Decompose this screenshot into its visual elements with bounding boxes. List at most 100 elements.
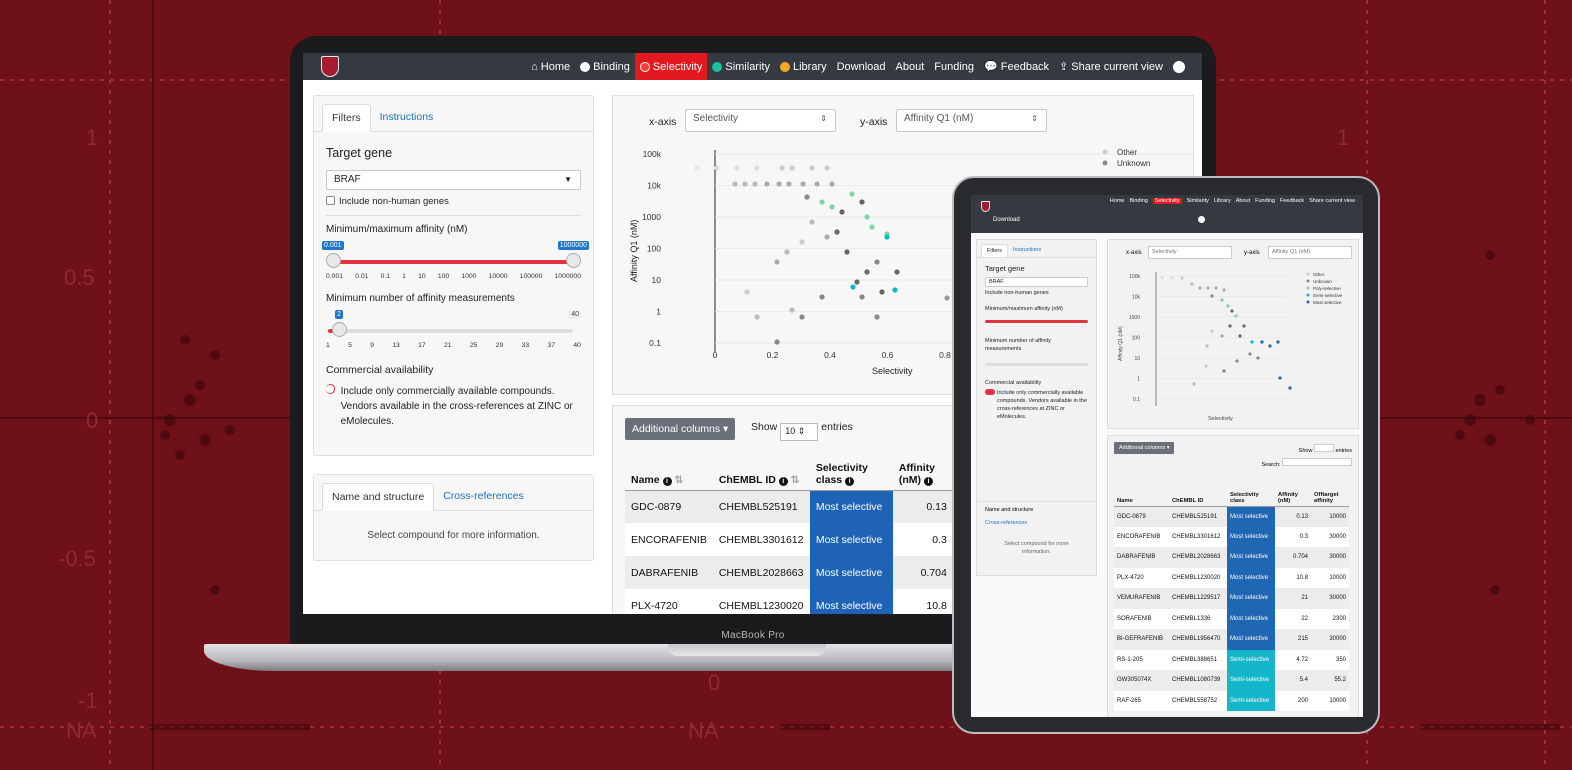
tablet-tab-filters[interactable]: Filters <box>981 244 1008 257</box>
macbook-label: MacBook Pro <box>721 630 785 641</box>
tablet-x-axis-label: x-axis <box>1126 250 1142 256</box>
nav-download[interactable]: Download <box>836 60 886 73</box>
tablet-table-row[interactable]: BI-GEFRAFENIB CHEMBL1956470 Most selective… <box>1114 629 1349 650</box>
entries-select[interactable]: 10 ⇕ <box>780 423 819 441</box>
tablet-commercial-toggle[interactable] <box>985 389 995 395</box>
tablet-table-row[interactable]: PLX-4720 CHEMBL1230020 Most selective 10.8 1… <box>1114 567 1349 588</box>
tablet-table-row[interactable]: VEMURAFENIB CHEMBL1229517 Most selective 21… <box>1114 588 1349 609</box>
data-point <box>819 294 825 300</box>
non-human-checkbox[interactable] <box>326 196 335 205</box>
data-point <box>1235 359 1239 363</box>
table-row[interactable]: ENCORAFENIB CHEMBL3301612 Most selective 0.… <box>625 523 953 556</box>
tablet-table-row[interactable]: SORAFENIB CHEMBL1336 Most selective 22 2300 <box>1114 608 1349 629</box>
x-axis-select[interactable]: Selectivity ⇕ <box>685 109 836 132</box>
tablet-affinity-slider[interactable] <box>985 320 1088 323</box>
info-icon[interactable]: i <box>662 476 672 486</box>
sort-icon[interactable]: ⇅ <box>674 473 684 486</box>
tablet-header-affinity[interactable]: Affinity (nM) <box>1275 480 1311 507</box>
tablet-tab-instructions[interactable]: Instructions <box>1012 247 1042 253</box>
tablet-table-row[interactable]: RAF-265 CHEMBL558752 Semi-selective 200 1000… <box>1114 690 1349 711</box>
info-icon[interactable]: i <box>845 476 855 486</box>
tablet-tab-cross-references[interactable]: Cross-references <box>985 520 1028 526</box>
tab-filters[interactable]: Filters <box>322 104 371 132</box>
legend-marker <box>1102 149 1108 155</box>
affinity-slider[interactable]: 0.001 1000000 0.001 0.01 0.1 1 10 100 1000 1000… <box>322 241 589 287</box>
tablet-nav-item[interactable]: Home <box>1109 198 1125 204</box>
tablet-table-row[interactable]: ENCORAFENIB CHEMBL3301612 Most selective 0.… <box>1114 526 1349 547</box>
tablet-nav-item[interactable]: Selectivity <box>1152 198 1182 204</box>
nav-home[interactable]: ⌂ Home <box>531 60 571 73</box>
tablet-nav-item[interactable]: Feedback <box>1279 198 1305 204</box>
data-point <box>1220 334 1224 338</box>
nav-selectivity[interactable]: Selectivity <box>634 53 708 80</box>
github-icon[interactable] <box>1198 216 1205 223</box>
non-human-checkbox-row[interactable]: Include non-human genes <box>326 196 581 207</box>
nav-share[interactable]: ⇪ Share current view <box>1059 60 1163 74</box>
data-point <box>1250 340 1254 344</box>
additional-columns-button[interactable]: Additional columns ▾ <box>625 418 736 440</box>
tablet-header-name[interactable]: Name <box>1114 480 1169 507</box>
tablet-nav-item[interactable]: Library <box>1213 198 1231 204</box>
measurements-max-badge: 40 <box>569 310 581 319</box>
info-icon[interactable]: i <box>923 476 933 486</box>
tablet-show-entries: Show entries <box>1299 444 1352 454</box>
tablet-search-input[interactable] <box>1282 458 1352 466</box>
tablet-scatter-plot[interactable]: 100k 10k 1000 100 10 1 0.1 Affinity Q1 (nM) Sele… <box>1112 266 1356 426</box>
tablet-header-offtarget[interactable]: Offtarget affinity <box>1311 480 1349 507</box>
tab-instructions[interactable]: Instructions <box>379 111 434 123</box>
table-row[interactable]: PLX-4720 CHEMBL1230020 Most selective 10.8 <box>625 589 953 614</box>
tab-cross-references[interactable]: Cross-references <box>443 490 524 502</box>
target-gene-select[interactable]: BRAF ▼ <box>326 170 581 190</box>
tablet-gene-select[interactable]: BRAF <box>985 277 1088 287</box>
commercial-toggle[interactable] <box>325 384 335 394</box>
nav-feedback[interactable]: 💬 Feedback <box>984 60 1050 74</box>
results-table: Name i ⇅ ChEMBL ID i ⇅ Selectivity class… <box>625 450 953 614</box>
nav-funding[interactable]: Funding <box>934 60 975 73</box>
tablet-table-row[interactable]: GW305074X CHEMBL1080739 Semi-selective 5.4 5… <box>1114 670 1349 691</box>
header-name[interactable]: Name i ⇅ <box>625 450 713 491</box>
harvard-logo[interactable] <box>321 56 339 77</box>
data-point <box>1222 288 1226 292</box>
tablet-nav-item[interactable]: Similarity <box>1186 198 1209 204</box>
header-class[interactable]: Selectivity class i <box>809 450 893 491</box>
tablet-table-row[interactable]: GDC-0879 CHEMBL525191 Most selective 0.13 10… <box>1114 506 1349 527</box>
tablet-additional-columns-button[interactable]: Additional columns ▾ <box>1114 442 1175 454</box>
nav-similarity[interactable]: Similarity <box>707 53 775 80</box>
tablet-header-chembl[interactable]: ChEMBL ID <box>1169 480 1227 507</box>
tablet-table-row[interactable]: DABRAFENIB CHEMBL2028663 Most selective 0.7… <box>1114 547 1349 568</box>
nav-library[interactable]: Library <box>775 53 832 80</box>
nav-github[interactable] <box>1168 53 1190 80</box>
affinity-min-handle[interactable] <box>326 253 341 268</box>
table-row[interactable]: GDC-0879 CHEMBL525191 Most selective 0.13 <box>625 490 953 523</box>
affinity-max-handle[interactable] <box>566 253 581 268</box>
table-row[interactable]: DABRAFENIB CHEMBL2028663 Most selective 0.7… <box>625 556 953 589</box>
tablet-non-human[interactable]: Include non-human genes <box>985 290 1049 296</box>
tablet-nav-item[interactable]: Share current view <box>1309 198 1355 204</box>
tablet-x-axis-select[interactable]: Selectivity <box>1148 246 1232 259</box>
measurements-slider[interactable]: 2 40 1 5 9 13 17 21 25 29 33 37 40 <box>326 310 581 356</box>
harvard-logo[interactable] <box>981 201 990 212</box>
header-affinity[interactable]: Affinity (nM) i <box>892 450 953 491</box>
nav-about[interactable]: About <box>895 60 925 73</box>
data-point <box>694 165 700 171</box>
tablet-measurements-slider[interactable] <box>985 363 1088 366</box>
tablet-header-class[interactable]: Selectivity class <box>1227 480 1275 507</box>
tablet-nav-download[interactable]: Download <box>993 217 1020 223</box>
tablet-nav-item[interactable]: About <box>1235 198 1251 204</box>
measurements-handle[interactable] <box>332 322 347 337</box>
sort-icon[interactable]: ⇅ <box>790 473 800 486</box>
header-chembl[interactable]: ChEMBL ID i ⇅ <box>712 450 810 491</box>
tab-name-structure[interactable]: Name and structure <box>322 483 435 511</box>
data-point <box>1234 314 1238 318</box>
tablet-table-row[interactable]: RS-1-205 CHEMBL388651 Semi-selective 4.72 35… <box>1114 649 1349 670</box>
tablet-nav-item[interactable]: Binding <box>1129 198 1148 204</box>
data-point <box>799 314 805 320</box>
tablet-tab-name-structure[interactable]: Name and structure <box>985 507 1034 513</box>
tablet-y-axis-select[interactable]: Affinity Q1 (nM) <box>1268 246 1352 259</box>
y-axis-select[interactable]: Affinity Q1 (nM) ⇕ <box>896 109 1047 132</box>
nav-binding[interactable]: Binding <box>575 53 635 80</box>
tablet-plot-card: x-axis Selectivity y-axis Affinity Q1 (n… <box>1107 239 1359 429</box>
tablet-nav-item[interactable]: Funding <box>1255 198 1275 204</box>
info-icon[interactable]: i <box>778 476 788 486</box>
tablet-target-gene: Target gene <box>985 264 1025 273</box>
